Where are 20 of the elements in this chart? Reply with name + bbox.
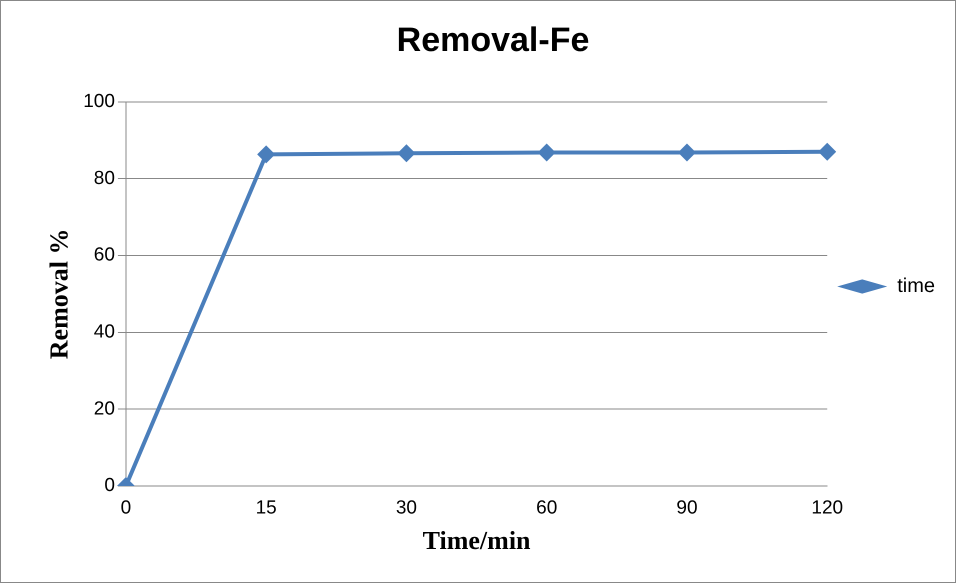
chart-title: Removal-Fe bbox=[396, 20, 590, 59]
y-tick-label: 60 bbox=[94, 244, 115, 266]
y-tick-label: 100 bbox=[83, 91, 115, 112]
x-tick-label: 90 bbox=[676, 498, 698, 519]
y-tick-label: 20 bbox=[94, 398, 115, 420]
y-tick-label: 0 bbox=[104, 475, 115, 496]
x-tick-label: 60 bbox=[536, 498, 558, 519]
legend-label: time bbox=[897, 275, 936, 298]
point bbox=[257, 145, 276, 164]
y-tick-label: 40 bbox=[94, 322, 115, 343]
x-tick-label: 0 bbox=[120, 498, 132, 519]
y-tick-label: 80 bbox=[94, 168, 115, 189]
point bbox=[818, 142, 836, 161]
point bbox=[397, 144, 416, 162]
x-tick-label: 15 bbox=[256, 498, 277, 519]
x-tick-label: 120 bbox=[811, 498, 844, 519]
x-tick-label: 30 bbox=[396, 498, 417, 519]
y-axis-title: Removal % bbox=[44, 228, 74, 360]
x-axis-title: Time/min bbox=[422, 526, 532, 556]
point bbox=[538, 144, 556, 162]
